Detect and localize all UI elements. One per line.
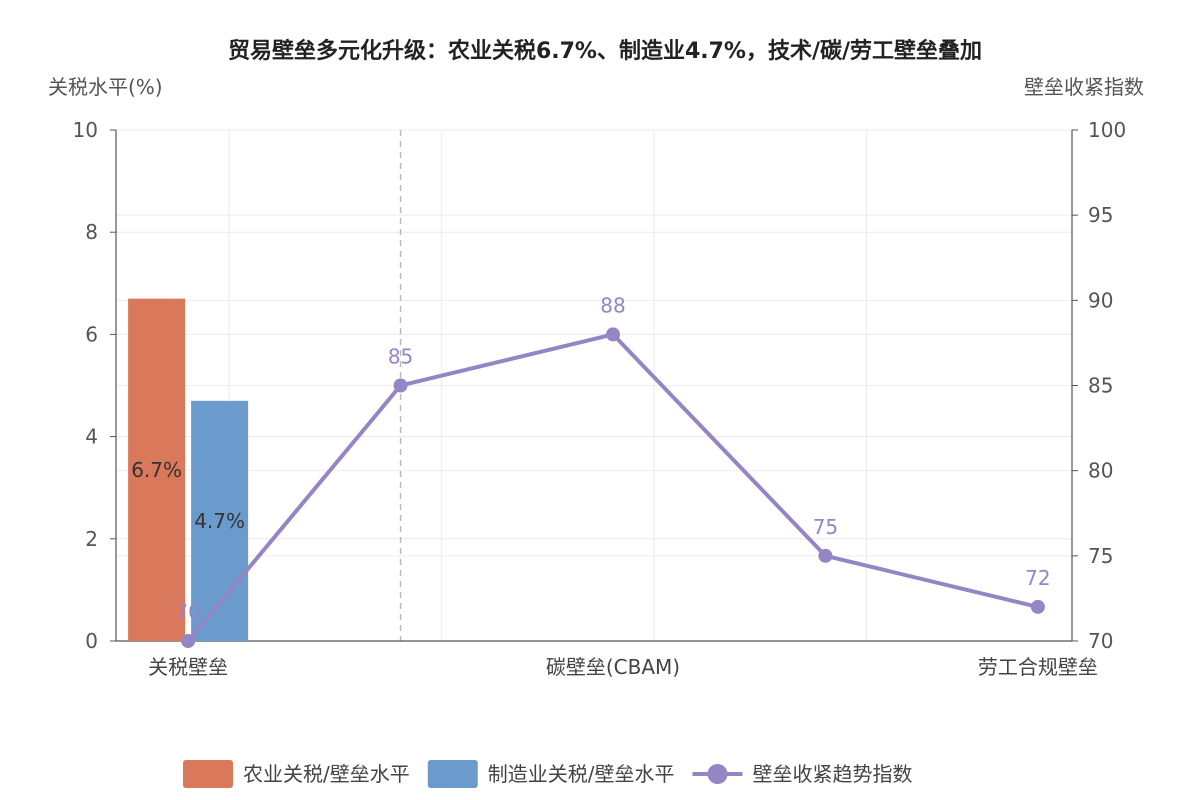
trend-point-label: 72 — [1025, 566, 1050, 590]
y-left-tick-label: 2 — [85, 527, 98, 551]
bar — [128, 298, 186, 641]
legend-label: 制造业关税/壁垒水平 — [488, 762, 675, 786]
y-right-tick-label: 90 — [1088, 288, 1113, 312]
y-left-ticks: 0 2 4 6 8 10 — [73, 118, 116, 653]
y-right-tick-label: 75 — [1088, 544, 1113, 568]
y-right-tick-label: 95 — [1088, 203, 1113, 227]
y-right-ticks: 70 75 80 85 90 95 100 — [1072, 118, 1126, 653]
trend-point — [606, 327, 620, 342]
trend-line-path — [186, 332, 1039, 643]
trend-point-label: 75 — [813, 515, 838, 539]
x-category-label: 碳壁垒(CBAM) — [546, 655, 680, 679]
legend-swatch — [427, 760, 478, 788]
trend-point — [818, 548, 833, 563]
y-left-tick-label: 4 — [85, 425, 98, 449]
legend-swatch — [183, 760, 233, 788]
legend-label: 农业关税/壁垒水平 — [243, 762, 410, 786]
x-axis-categories: 关税壁垒 碳壁垒(CBAM) 劳工合规壁垒 — [148, 655, 1098, 679]
y-right-axis-label: 壁垒收紧指数 — [1024, 75, 1144, 99]
y-right-tick-label: 85 — [1088, 374, 1113, 398]
y-right-tick-label: 70 — [1088, 629, 1113, 653]
y-left-tick-label: 6 — [85, 322, 98, 346]
trend-point — [181, 634, 196, 648]
y-left-tick-label: 8 — [85, 220, 98, 244]
trend-point-label: 88 — [600, 293, 625, 317]
grid-lines — [116, 129, 1072, 641]
trend-point — [1030, 599, 1045, 614]
trend-point-label: 70 — [175, 600, 200, 624]
bar-value-label: 6.7% — [131, 458, 182, 482]
y-left-axis-label: 关税水平(%) — [48, 75, 163, 99]
legend-line-marker — [707, 764, 728, 784]
x-category-label: 关税壁垒 — [148, 655, 228, 679]
legend-label: 壁垒收紧趋势指数 — [753, 762, 913, 786]
bar-value-label: 4.7% — [194, 509, 245, 533]
trend-point — [393, 378, 408, 393]
y-left-tick-label: 10 — [73, 118, 98, 142]
legend: 农业关税/壁垒水平 制造业关税/壁垒水平 壁垒收紧趋势指数 — [183, 760, 913, 788]
y-right-tick-label: 80 — [1088, 459, 1113, 483]
trend-point-label: 85 — [388, 345, 413, 369]
chart-title: 贸易壁垒多元化升级：农业关税6.7%、制造业4.7%，技术/碳/劳工壁垒叠加 — [228, 38, 982, 64]
x-category-label: 劳工合规壁垒 — [978, 655, 1098, 679]
y-right-tick-label: 100 — [1088, 118, 1126, 142]
y-left-tick-label: 0 — [85, 629, 98, 653]
trend-line: 70 85 88 75 72 — [175, 293, 1051, 648]
